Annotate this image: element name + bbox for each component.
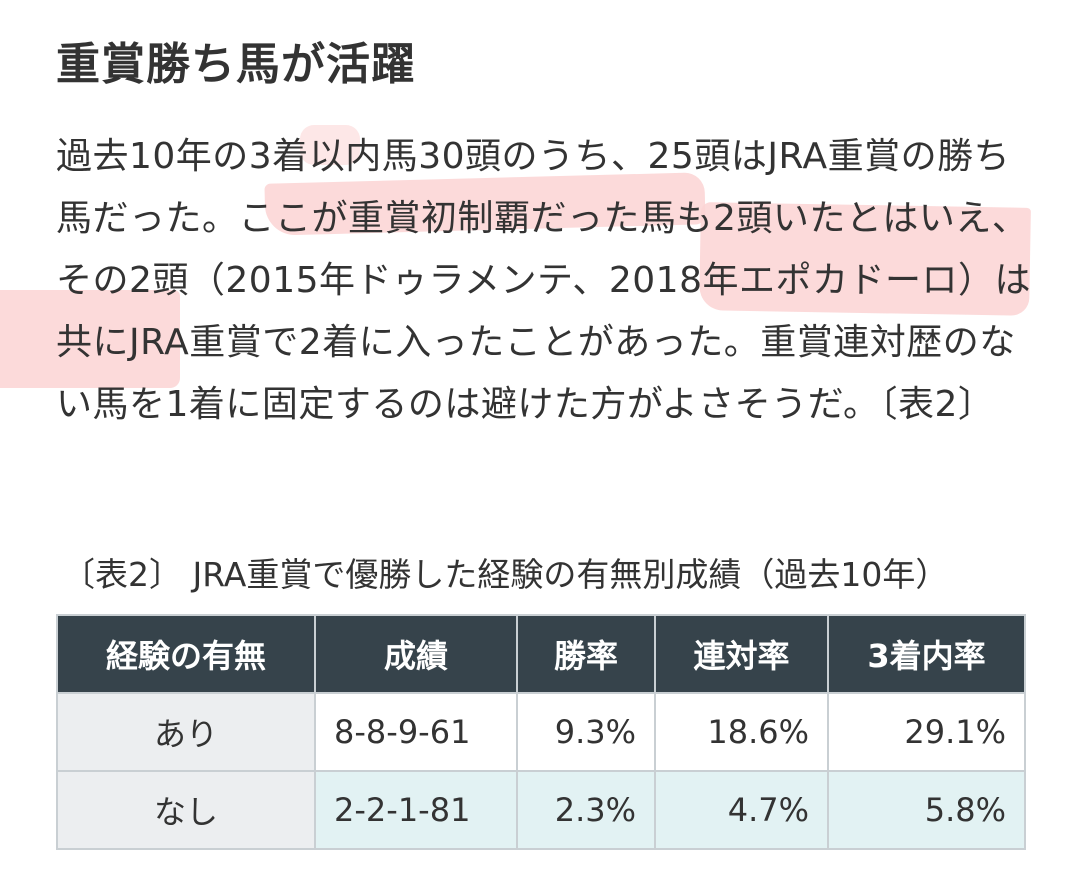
top2-rate-cell: 18.6% <box>654 692 829 772</box>
top3-rate-cell: 29.1% <box>827 692 1026 772</box>
header-experience: 経験の有無 <box>56 614 316 694</box>
table-caption: 〔表2〕 JRA重賞で優勝した経験の有無別成績（過去10年） <box>62 555 949 594</box>
article-paragraph: 過去10年の3着以内馬30頭のうち、25頭はJRA重賞の勝ち馬だった。ここが重賞… <box>56 136 1031 425</box>
highlighter-mark <box>300 125 360 165</box>
win-rate-cell: 2.3% <box>516 770 656 850</box>
header-win-rate: 勝率 <box>516 614 656 694</box>
row-label: なし <box>56 770 316 850</box>
record-cell: 8-8-9-61 <box>314 692 518 772</box>
section-heading: 重賞勝ち馬が活躍 <box>56 39 416 90</box>
row-label: あり <box>56 692 316 772</box>
header-top2-rate: 連対率 <box>654 614 829 694</box>
highlighter-mark <box>0 290 180 388</box>
table-row: なし 2-2-1-81 2.3% 4.7% 5.8% <box>56 770 1026 850</box>
top3-rate-cell: 5.8% <box>827 770 1026 850</box>
table-header-row: 経験の有無 成績 勝率 連対率 3着内率 <box>56 614 1026 694</box>
record-cell: 2-2-1-81 <box>314 770 518 850</box>
top2-rate-cell: 4.7% <box>654 770 829 850</box>
results-table: 経験の有無 成績 勝率 連対率 3着内率 あり 8-8-9-61 9.3% 18… <box>56 614 1026 850</box>
header-record: 成績 <box>314 614 518 694</box>
header-top3-rate: 3着内率 <box>827 614 1026 694</box>
win-rate-cell: 9.3% <box>516 692 656 772</box>
table-row: あり 8-8-9-61 9.3% 18.6% 29.1% <box>56 692 1026 772</box>
